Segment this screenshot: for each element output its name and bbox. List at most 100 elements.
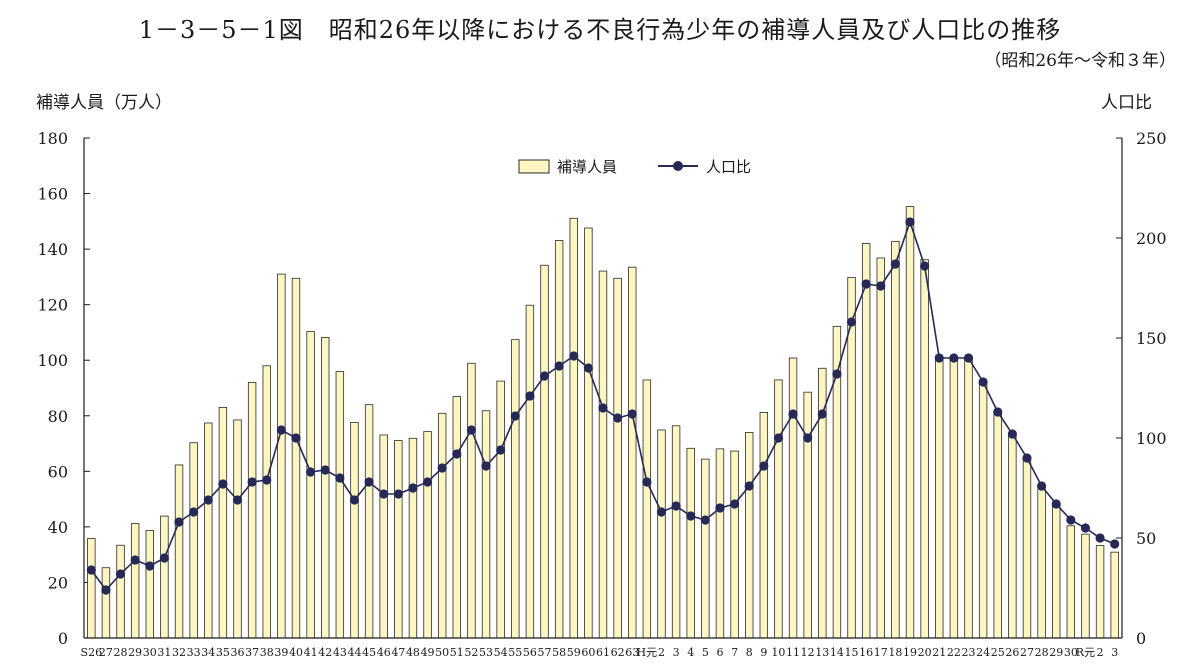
bar xyxy=(1110,551,1119,639)
bar xyxy=(584,227,593,639)
x-tick-label: 62 xyxy=(611,646,625,659)
bar xyxy=(701,458,710,639)
left-tick-label: 0 xyxy=(58,629,68,648)
line-point xyxy=(1080,523,1091,533)
x-tick-label: 35 xyxy=(216,646,230,659)
left-axis-ticks: 0 20 40 60 80 100 120 140 160 180 xyxy=(37,129,90,648)
x-tick-label: 30 xyxy=(143,646,157,659)
line-point xyxy=(496,445,506,455)
line-point xyxy=(422,477,433,487)
bar xyxy=(145,530,154,639)
line-point xyxy=(788,409,798,419)
line-point xyxy=(949,353,959,363)
bar xyxy=(218,407,228,639)
x-tick-label: 50 xyxy=(435,646,449,659)
x-tick-label: 43 xyxy=(333,646,347,659)
line-point xyxy=(729,499,740,509)
bar xyxy=(277,273,286,639)
bar xyxy=(87,538,96,639)
bar xyxy=(964,357,973,639)
x-tick-label: 34 xyxy=(201,646,215,659)
bar xyxy=(569,217,578,639)
right-tick-label: 200 xyxy=(1136,229,1167,248)
line-point xyxy=(320,465,330,475)
bar xyxy=(130,523,140,639)
x-tick-label: 59 xyxy=(567,646,581,659)
x-tick-label: 14 xyxy=(830,646,844,659)
line-point xyxy=(247,477,257,487)
bar xyxy=(628,266,637,639)
legend-bar-swatch xyxy=(518,159,550,174)
bar xyxy=(671,425,681,639)
bar xyxy=(978,382,988,639)
line-point xyxy=(613,413,623,423)
right-tick-label: 50 xyxy=(1136,529,1156,548)
x-tick-label: 11 xyxy=(786,646,800,659)
bar xyxy=(101,567,111,639)
right-axis-label: 人口比 xyxy=(1101,93,1152,113)
axes xyxy=(83,138,1123,639)
line-point xyxy=(262,475,272,485)
bar xyxy=(160,515,169,639)
x-tick-label: 49 xyxy=(421,646,435,659)
x-tick-label: 22 xyxy=(947,646,961,659)
chart-title: 1－3－5－1図 昭和26年以降における不良行為少年の補導人員及び人口比の推移 xyxy=(138,16,1062,44)
bar xyxy=(920,259,929,639)
bar xyxy=(204,422,213,639)
bar xyxy=(1095,545,1105,639)
x-tick-label: 55 xyxy=(508,646,522,659)
x-tick-label: 15 xyxy=(845,646,859,659)
x-tick-label: 39 xyxy=(274,646,288,659)
line-point xyxy=(700,515,710,525)
line-point xyxy=(1110,539,1120,549)
line-point xyxy=(554,361,564,371)
left-tick-label: 100 xyxy=(37,351,68,370)
line-point xyxy=(583,363,593,373)
line-point xyxy=(364,477,374,487)
x-tick-label: 63 xyxy=(625,646,639,659)
x-tick-label: H元 xyxy=(637,646,658,659)
line-point xyxy=(715,503,725,513)
line-point xyxy=(452,449,462,459)
right-axis-ticks: 0 50 100 150 200 250 xyxy=(1116,129,1167,648)
line-point xyxy=(920,261,930,271)
x-tick-label: 44 xyxy=(347,646,361,659)
line-series xyxy=(86,217,1120,595)
x-tick-label: 45 xyxy=(362,646,376,659)
legend-bar-label: 補導人員 xyxy=(557,158,617,176)
x-tick-label: 32 xyxy=(172,646,186,659)
bar xyxy=(525,304,535,639)
bar xyxy=(759,412,769,639)
x-tick-label: 2 xyxy=(658,646,665,659)
line-point xyxy=(408,483,418,493)
bar xyxy=(1037,488,1046,639)
bar xyxy=(467,362,476,639)
x-tick-label: 7 xyxy=(731,646,738,659)
line-point xyxy=(306,467,316,477)
line-point xyxy=(1095,533,1105,543)
line-point xyxy=(379,489,389,499)
line-point xyxy=(963,353,974,363)
x-tick-label: 41 xyxy=(304,646,318,659)
x-tick-label: 47 xyxy=(391,646,405,659)
bar xyxy=(379,434,388,639)
line-point xyxy=(671,501,681,511)
line-point xyxy=(481,461,491,471)
x-tick-label: 12 xyxy=(801,646,815,659)
x-tick-label: 20 xyxy=(918,646,932,659)
line-point xyxy=(437,463,447,473)
x-tick-label: 54 xyxy=(494,646,508,659)
bar xyxy=(233,419,242,639)
legend: 補導人員 人口比 xyxy=(518,158,751,176)
x-tick-label: 31 xyxy=(157,646,171,659)
bar xyxy=(350,422,359,639)
bar xyxy=(540,264,549,639)
x-tick-label: 3 xyxy=(1111,646,1118,659)
bar xyxy=(321,337,330,639)
line-point xyxy=(1051,499,1061,509)
left-tick-label: 120 xyxy=(37,296,68,315)
line-point xyxy=(159,553,170,563)
x-tick-label: 53 xyxy=(479,646,493,659)
line-point xyxy=(803,433,813,443)
